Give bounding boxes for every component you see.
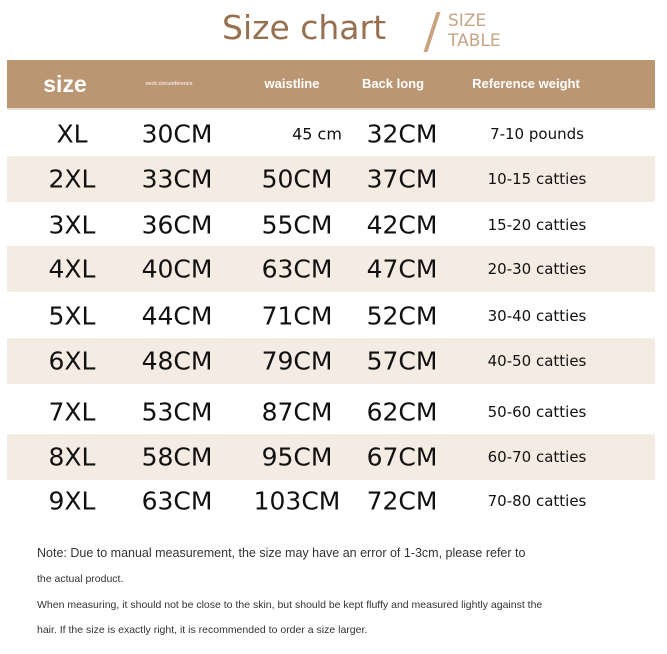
header-waistline: waistline <box>264 76 320 91</box>
table-cell: 3XL <box>48 210 96 239</box>
table-cell: 53CM <box>141 397 213 426</box>
table-cell: 95CM <box>261 442 333 472</box>
table-cell: 42CM <box>366 210 438 239</box>
table-row: 7XL 53CM 87CM 62CM 50-60 catties <box>7 389 655 434</box>
table-cell: 20-30 catties <box>487 260 587 278</box>
table-cell: XL <box>56 119 88 149</box>
table-cell: 40CM <box>141 254 213 284</box>
note-line: hair. If the size is exactly right, it i… <box>37 624 368 636</box>
table-cell: 87CM <box>261 397 333 426</box>
table-cell: 70-80 catties <box>487 492 587 510</box>
table-cell: 55CM <box>261 210 333 239</box>
table-cell: 47CM <box>366 254 438 284</box>
table-header: size neck circumference waistline Back l… <box>7 60 655 110</box>
header-size: size <box>43 71 87 97</box>
table-cell: 50-60 catties <box>487 402 587 421</box>
table-cell: 33CM <box>141 164 213 194</box>
table-cell: 79CM <box>261 346 333 376</box>
table-row: 5XL 44CM 71CM 52CM 30-40 catties <box>7 294 655 338</box>
table-cell: 103CM <box>253 486 341 516</box>
slash-divider <box>423 12 441 52</box>
subtitle-line: SIZE <box>448 11 487 31</box>
table-cell: 72CM <box>366 486 438 516</box>
note-line: the actual product. <box>37 573 124 585</box>
table-row: 8XL 58CM 95CM 67CM 60-70 catties <box>7 434 655 480</box>
table-cell: 9XL <box>48 486 96 516</box>
table-cell: 36CM <box>141 210 213 239</box>
table-cell: 57CM <box>366 346 438 376</box>
table-cell: 44CM <box>141 301 213 331</box>
table-cell: 5XL <box>48 301 96 331</box>
subtitle: SIZE TABLE <box>448 11 501 51</box>
table-cell: 63CM <box>141 486 213 516</box>
table-cell: 4XL <box>48 254 96 284</box>
table-cell: 63CM <box>261 254 333 284</box>
note-line: Note: Due to manual measurement, the siz… <box>37 546 526 560</box>
table-cell: 30-40 catties <box>487 307 587 325</box>
table-cell: 52CM <box>366 301 438 331</box>
table-cell: 62CM <box>366 397 438 426</box>
table-cell: 60-70 catties <box>487 448 587 466</box>
table-cell: 7-10 pounds <box>490 125 584 143</box>
table-row: 2XL 33CM 50CM 37CM 10-15 catties <box>7 156 655 202</box>
table-row: 6XL 48CM 79CM 57CM 40-50 catties <box>7 338 655 384</box>
subtitle-line: TABLE <box>448 31 501 51</box>
header-neck: neck circumference <box>145 81 193 87</box>
table-cell: 6XL <box>48 346 96 376</box>
table-cell: 30CM <box>141 119 213 149</box>
table-row: 3XL 36CM 55CM 42CM 15-20 catties <box>7 203 655 246</box>
table-cell: 58CM <box>141 442 213 472</box>
table-cell: 10-15 catties <box>487 170 587 188</box>
table-cell: 67CM <box>366 442 438 472</box>
table-row: 9XL 63CM 103CM 72CM 70-80 catties <box>7 479 655 523</box>
table-cell: 40-50 catties <box>487 352 587 370</box>
header-weight: Reference weight <box>472 76 580 91</box>
table-cell: 37CM <box>366 164 438 194</box>
table-cell: 32CM <box>366 119 438 149</box>
table-row: XL 30CM 45 cm 32CM 7-10 pounds <box>7 113 655 155</box>
note-line: When measuring, it should not be close t… <box>37 599 543 611</box>
table-cell: 45 cm <box>292 124 342 144</box>
header-back-long: Back long <box>361 76 425 91</box>
table-row: 4XL 40CM 63CM 47CM 20-30 catties <box>7 246 655 292</box>
table-cell: 71CM <box>261 301 333 331</box>
table-cell: 2XL <box>48 164 96 194</box>
table-cell: 48CM <box>141 346 213 376</box>
page-title: Size chart <box>222 8 387 47</box>
table-cell: 7XL <box>48 397 96 426</box>
table-cell: 15-20 catties <box>487 215 587 234</box>
table-cell: 50CM <box>261 164 333 194</box>
table-cell: 8XL <box>48 442 96 472</box>
